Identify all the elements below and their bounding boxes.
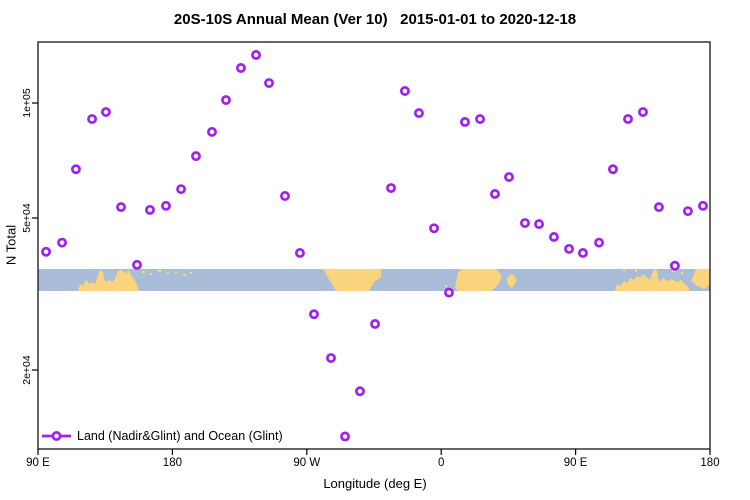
data-point [57, 237, 67, 248]
y-axis-label: N Total [3, 224, 19, 266]
legend-label: Land (Nadir&Glint) and Ocean (Glint) [77, 429, 283, 443]
data-point [475, 114, 485, 124]
island-dot [190, 271, 192, 274]
island-dot [672, 269, 675, 272]
island-dot [623, 268, 625, 271]
data-point [87, 114, 98, 124]
land-mass [691, 268, 710, 289]
data-point [251, 49, 261, 60]
island-dot [681, 271, 683, 274]
island-dot [445, 284, 447, 287]
data-point [235, 63, 246, 73]
data-point [444, 287, 454, 298]
land-mass [455, 268, 502, 291]
x-tick-label: 90 W [293, 457, 321, 469]
x-tick-label: 0 [437, 457, 445, 469]
island-dot [158, 269, 161, 272]
data-point [577, 248, 588, 258]
data-point [490, 189, 500, 199]
data-point [221, 95, 231, 105]
data-point [309, 309, 319, 320]
data-point [534, 219, 544, 230]
data-point [548, 232, 559, 242]
land-mass [615, 268, 690, 291]
island-dot [183, 273, 186, 276]
data-point [70, 164, 81, 175]
data-point [564, 243, 574, 254]
data-point [520, 218, 530, 229]
data-point [100, 107, 111, 117]
data-point [191, 151, 201, 162]
data-point [145, 204, 155, 215]
x-tick-label: 180 [700, 457, 720, 469]
x-tick-label: 90 E [563, 457, 588, 469]
legend-marker [51, 431, 62, 441]
data-point [623, 114, 633, 124]
data-point [459, 117, 470, 127]
land-mass [507, 273, 516, 288]
y-tick-label: 5e+04 [21, 203, 33, 233]
data-point [682, 206, 693, 217]
island-dot [635, 269, 637, 272]
data-point [429, 223, 439, 234]
data-point [132, 259, 142, 270]
y-tick-label: 1e+05 [21, 88, 33, 118]
data-point [41, 246, 52, 257]
island-dot [175, 270, 177, 273]
data-point [264, 78, 274, 88]
data-point [669, 260, 680, 271]
land-mass [323, 268, 381, 291]
data-point [594, 237, 604, 248]
data-point [386, 183, 396, 193]
island-dot [167, 271, 169, 274]
y-tick-label: 2e+04 [21, 355, 33, 385]
data-point [399, 86, 410, 96]
data-point [176, 184, 187, 195]
data-point [326, 353, 336, 363]
plot-border [37, 41, 711, 450]
data-point [355, 386, 365, 397]
data-point [607, 164, 618, 175]
x-axis-label: Longitude (deg E) [323, 476, 427, 491]
data-point [698, 200, 708, 211]
data-point [116, 202, 126, 213]
data-point [207, 126, 217, 137]
island-dot [142, 270, 145, 273]
data-point [294, 248, 305, 258]
x-tick-label: 90 E [26, 457, 50, 469]
data-point [413, 108, 424, 119]
data-point [504, 172, 514, 183]
data-point [340, 431, 350, 442]
data-point [370, 319, 380, 329]
data-point [637, 107, 648, 117]
data-point [653, 202, 664, 213]
island-dot [150, 272, 152, 275]
data-point [280, 191, 290, 201]
x-tick-label: 180 [162, 457, 182, 469]
data-point [161, 200, 171, 211]
chart-title: 20S-10S Annual Mean (Ver 10) 2015-01-01 … [173, 11, 577, 28]
land-mass [78, 269, 139, 291]
